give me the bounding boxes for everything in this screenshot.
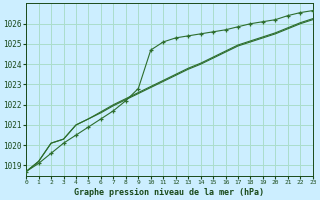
X-axis label: Graphe pression niveau de la mer (hPa): Graphe pression niveau de la mer (hPa) [75,188,264,197]
